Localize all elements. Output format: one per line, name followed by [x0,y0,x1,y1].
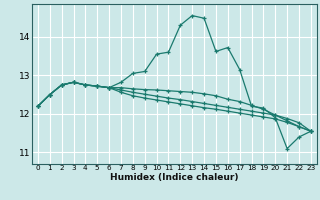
X-axis label: Humidex (Indice chaleur): Humidex (Indice chaleur) [110,173,239,182]
